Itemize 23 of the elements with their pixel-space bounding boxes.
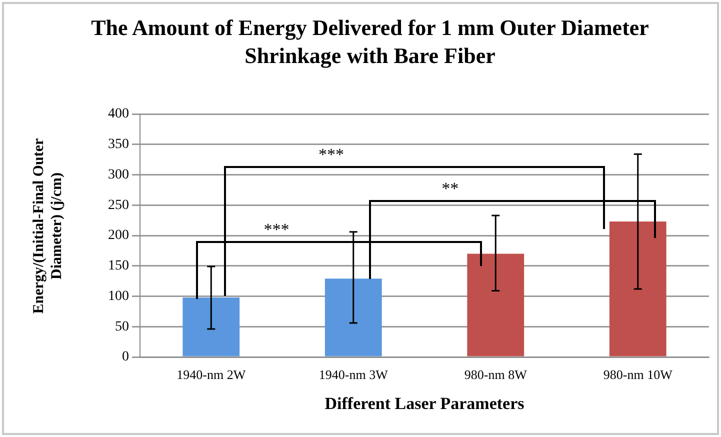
y-tick-label: 100 [108, 288, 129, 304]
x-tick-label: 980-nm 10W [603, 367, 674, 382]
chart-title: The Amount of Energy Delivered for 1 mm Outer Diameter Shrinkage with Bare Fiber [90, 14, 650, 70]
bar [609, 222, 666, 356]
y-tick-label: 250 [108, 198, 129, 213]
annotation: *** [318, 145, 344, 166]
x-tick-label: 1940-nm 3W [318, 367, 389, 382]
y-tick-label: 300 [108, 167, 129, 182]
y-tick-label: 350 [108, 137, 129, 152]
x-tick-label: 980-nm 8W [464, 367, 528, 382]
bar [182, 297, 240, 356]
annotation: ** [442, 179, 459, 200]
y-tick-label: 200 [108, 228, 129, 244]
y-tick-label: 400 [108, 106, 129, 122]
y-tick-label: 0 [122, 350, 129, 365]
bar [467, 254, 524, 356]
annotation: *** [264, 220, 290, 240]
x-axis-title: Different Laser Parameters [324, 394, 525, 414]
x-tick-label: 1940-nm 2W [176, 367, 246, 382]
y-tick-label: 50 [115, 319, 129, 334]
y-axis-title: Energy/(Initial-Final Outer Diameter) (j/cm) [30, 137, 66, 316]
y-tick-label: 150 [108, 258, 129, 274]
bar [324, 278, 382, 356]
